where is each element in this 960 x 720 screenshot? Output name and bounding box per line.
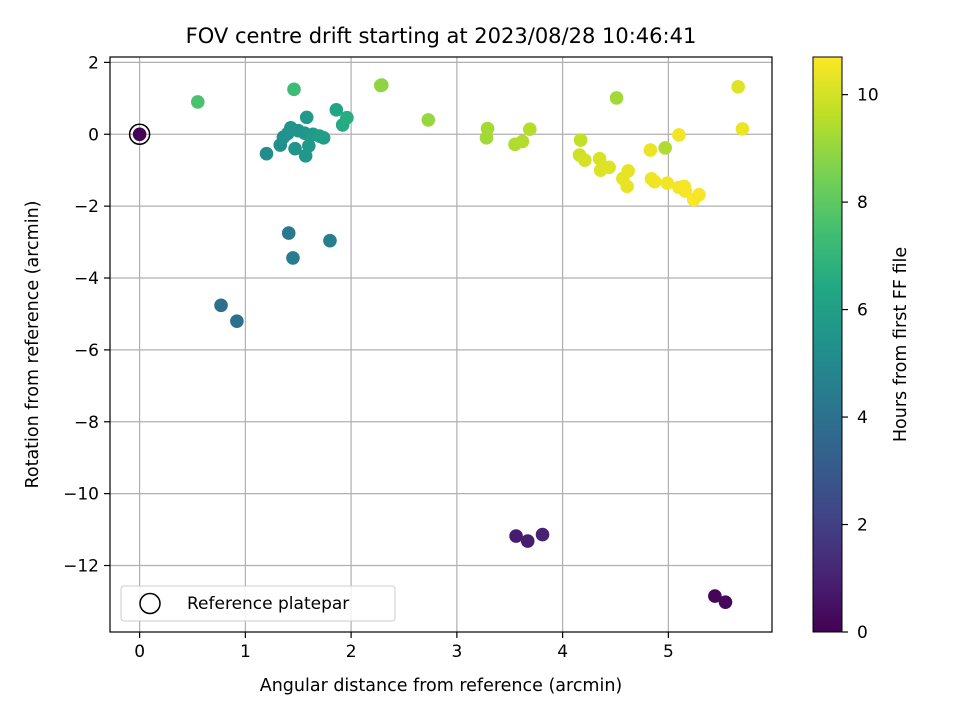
x-tick-label: 2 bbox=[346, 642, 357, 662]
colorbar-ticks: 0 2 4 6 8 10 bbox=[842, 86, 879, 643]
data-point bbox=[132, 127, 147, 142]
data-point bbox=[578, 153, 592, 167]
data-point bbox=[602, 160, 616, 175]
x-tick-label: 0 bbox=[134, 642, 145, 662]
y-axis-ticks: 2 0 −2 −4 −6 −8 −10 −12 bbox=[63, 53, 110, 577]
y-tick-label: −2 bbox=[74, 197, 99, 217]
colorbar-label: Hours from first FF file bbox=[891, 247, 911, 442]
data-point bbox=[620, 179, 634, 194]
data-point bbox=[520, 534, 535, 548]
data-point bbox=[573, 133, 588, 147]
data-point bbox=[718, 595, 733, 609]
grid-lines bbox=[110, 57, 772, 632]
data-point bbox=[643, 143, 658, 157]
plot-frame bbox=[109, 56, 773, 633]
data-point bbox=[316, 131, 331, 145]
reference-platepar-marker bbox=[128, 123, 151, 146]
x-tick-label: 5 bbox=[663, 642, 674, 662]
data-point bbox=[190, 95, 205, 109]
colorbar-gradient bbox=[812, 56, 843, 633]
data-point bbox=[214, 298, 228, 313]
colorbar-tick-label: 8 bbox=[857, 193, 868, 213]
data-points bbox=[132, 78, 750, 609]
legend: Reference platepar bbox=[120, 585, 396, 622]
x-tick-label: 3 bbox=[451, 642, 462, 662]
data-point bbox=[288, 141, 302, 156]
data-point bbox=[647, 174, 662, 189]
data-point bbox=[708, 589, 722, 603]
x-axis-label: Angular distance from reference (arcmin) bbox=[260, 676, 623, 696]
data-point bbox=[523, 122, 537, 137]
data-point bbox=[592, 151, 607, 166]
y-tick-label: −4 bbox=[74, 269, 99, 289]
data-point bbox=[340, 110, 354, 125]
colorbar: 0 2 4 6 8 10 Hours from first FF file bbox=[812, 56, 911, 643]
colorbar-tick-label: 6 bbox=[857, 301, 868, 321]
data-point bbox=[281, 226, 296, 240]
data-point bbox=[259, 146, 274, 161]
y-tick-label: −6 bbox=[74, 341, 99, 361]
legend-box bbox=[120, 585, 396, 622]
colorbar-tick-label: 2 bbox=[857, 516, 868, 536]
data-point bbox=[374, 78, 389, 92]
data-point bbox=[230, 314, 244, 328]
x-tick-label: 1 bbox=[240, 642, 251, 662]
y-tick-label: −10 bbox=[63, 485, 99, 505]
data-point bbox=[535, 527, 550, 542]
data-point bbox=[515, 134, 530, 149]
reference-marker bbox=[128, 123, 151, 146]
data-point bbox=[658, 141, 672, 155]
y-tick-label: −12 bbox=[63, 557, 99, 577]
data-point bbox=[299, 110, 314, 125]
x-axis-ticks: 0 1 2 3 4 5 bbox=[134, 632, 674, 662]
data-point bbox=[678, 184, 693, 198]
colorbar-tick-label: 4 bbox=[857, 408, 868, 428]
data-point bbox=[323, 233, 337, 248]
y-tick-label: 0 bbox=[88, 125, 99, 145]
data-point bbox=[509, 529, 523, 543]
data-point bbox=[609, 91, 624, 105]
colorbar-tick-label: 0 bbox=[857, 623, 868, 643]
chart-title: FOV centre drift starting at 2023/08/28 … bbox=[186, 24, 697, 48]
x-tick-label: 4 bbox=[557, 642, 568, 662]
y-tick-label: −8 bbox=[74, 413, 99, 433]
y-tick-label: 2 bbox=[88, 53, 99, 73]
legend-marker-icon bbox=[139, 592, 161, 615]
data-point bbox=[287, 82, 301, 97]
data-point bbox=[660, 176, 675, 190]
data-point bbox=[480, 121, 495, 136]
y-axis-label: Rotation from reference (arcmin) bbox=[23, 201, 43, 489]
data-point bbox=[735, 122, 750, 136]
data-point bbox=[421, 113, 436, 127]
data-point bbox=[731, 80, 745, 94]
data-point bbox=[692, 187, 706, 202]
data-point bbox=[621, 164, 635, 178]
data-point bbox=[302, 138, 316, 153]
legend-label: Reference platepar bbox=[187, 594, 349, 614]
colorbar-tick-label: 10 bbox=[857, 86, 879, 106]
data-point bbox=[672, 128, 686, 142]
data-point bbox=[286, 251, 300, 265]
data-point bbox=[329, 103, 344, 117]
